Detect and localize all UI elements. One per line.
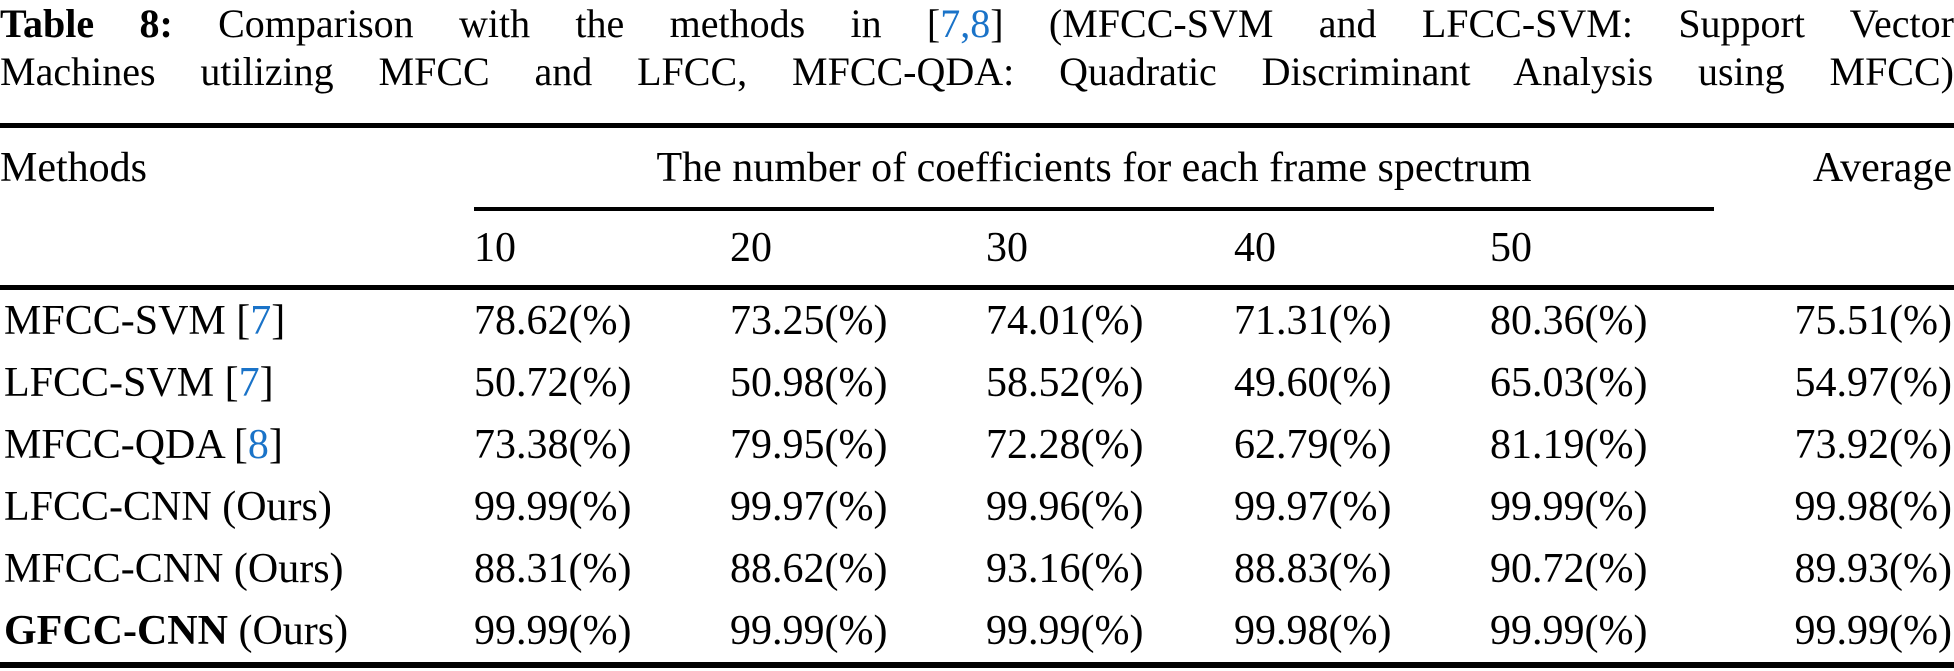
method-ours-label: (Ours) — [227, 608, 349, 654]
value-cell-50: 65.03(%) — [1490, 360, 1648, 406]
value-cell-10: 99.99(%) — [474, 608, 632, 654]
value-cell-40: 49.60(%) — [1234, 360, 1392, 406]
method-cell: MFCC-CNN (Ours) — [0, 545, 474, 593]
method-cell: MFCC-SVM [7] — [0, 297, 474, 345]
table-row: LFCC-CNN (Ours) 99.99(%) 99.97(%) 99.96(… — [0, 476, 1954, 538]
method-reference: [8] — [223, 422, 283, 468]
subheader-10: 10 — [474, 225, 516, 271]
caption-table-label: Table 8: — [0, 1, 173, 46]
table-row: MFCC-CNN (Ours) 88.31(%) 88.62(%) 93.16(… — [0, 538, 1954, 600]
value-cell-30: 99.99(%) — [986, 608, 1144, 654]
value-cell-50: 80.36(%) — [1490, 298, 1648, 344]
average-cell: 75.51(%) — [1794, 298, 1952, 344]
method-ours-label: (Ours) — [223, 546, 344, 592]
table-top-rule — [0, 123, 1954, 128]
average-cell: 89.93(%) — [1794, 546, 1952, 592]
method-cell: MFCC-QDA [8] — [0, 421, 474, 469]
method-cell: LFCC-SVM [7] — [0, 359, 474, 407]
value-cell-50: 99.99(%) — [1490, 608, 1648, 654]
table-subheader-row: 10 20 30 40 50 — [0, 211, 1954, 285]
subheader-20: 20 — [730, 225, 772, 271]
value-cell-20: 79.95(%) — [730, 422, 888, 468]
value-cell-30: 58.52(%) — [986, 360, 1144, 406]
method-cell: GFCC-CNN (Ours) — [0, 607, 474, 655]
coefficients-underline-rule — [474, 207, 1714, 211]
value-cell-20: 50.98(%) — [730, 360, 888, 406]
method-name: MFCC-CNN — [4, 546, 224, 592]
caption-text-post: ] (MFCC-SVM and LFCC-SVM: Support Vector — [990, 1, 1954, 46]
caption-line-1: Table 8: Comparison with the methods in … — [0, 0, 1954, 48]
table-row: GFCC-CNN (Ours) 99.99(%) 99.99(%) 99.99(… — [0, 600, 1954, 662]
value-cell-30: 74.01(%) — [986, 298, 1144, 344]
method-name: MFCC-QDA — [4, 422, 224, 468]
method-reference: [7] — [225, 298, 286, 344]
value-cell-40: 88.83(%) — [1234, 546, 1392, 592]
reference-link[interactable]: 7 — [238, 360, 260, 406]
value-cell-40: 71.31(%) — [1234, 298, 1392, 344]
value-cell-40: 99.97(%) — [1234, 484, 1392, 530]
value-cell-50: 99.99(%) — [1490, 484, 1648, 530]
header-body-rule — [0, 285, 1954, 290]
reference-link[interactable]: 8 — [247, 422, 269, 468]
value-cell-10: 50.72(%) — [474, 360, 632, 406]
caption-reference-link[interactable]: 7,8 — [940, 1, 991, 46]
value-cell-10: 88.31(%) — [474, 546, 632, 592]
table-bottom-rule — [0, 662, 1954, 668]
method-name: LFCC-CNN — [4, 484, 212, 530]
value-cell-20: 73.25(%) — [730, 298, 888, 344]
method-name: LFCC-SVM — [4, 360, 215, 406]
table-caption: Table 8: Comparison with the methods in … — [0, 0, 1954, 96]
value-cell-30: 99.96(%) — [986, 484, 1144, 530]
value-cell-20: 99.97(%) — [730, 484, 888, 530]
comparison-table: Methods The number of coefficients for e… — [0, 123, 1954, 668]
table-row: MFCC-QDA [8] 73.38(%) 79.95(%) 72.28(%) … — [0, 414, 1954, 476]
value-cell-30: 72.28(%) — [986, 422, 1144, 468]
caption-text-pre: Comparison with the methods in [ — [172, 1, 941, 46]
table-body: MFCC-SVM [7] 78.62(%) 73.25(%) 74.01(%) … — [0, 290, 1954, 662]
subheader-50: 50 — [1490, 225, 1532, 271]
value-cell-40: 99.98(%) — [1234, 608, 1392, 654]
value-cell-10: 73.38(%) — [474, 422, 632, 468]
method-name: GFCC-CNN — [4, 608, 228, 654]
value-cell-50: 81.19(%) — [1490, 422, 1648, 468]
table-header-row: Methods The number of coefficients for e… — [0, 128, 1954, 207]
subheader-40: 40 — [1234, 225, 1276, 271]
column-header-average: Average — [1812, 144, 1952, 191]
subheader-30: 30 — [986, 225, 1028, 271]
column-header-methods: Methods — [0, 144, 147, 191]
value-cell-20: 99.99(%) — [730, 608, 888, 654]
average-cell: 99.98(%) — [1794, 484, 1952, 530]
value-cell-50: 90.72(%) — [1490, 546, 1648, 592]
table-row: LFCC-SVM [7] 50.72(%) 50.98(%) 58.52(%) … — [0, 352, 1954, 414]
method-reference: [7] — [214, 360, 274, 406]
reference-link[interactable]: 7 — [250, 298, 272, 344]
average-cell: 99.99(%) — [1794, 608, 1952, 654]
value-cell-30: 93.16(%) — [986, 546, 1144, 592]
method-ours-label: (Ours) — [211, 484, 332, 530]
table-row: MFCC-SVM [7] 78.62(%) 73.25(%) 74.01(%) … — [0, 290, 1954, 352]
method-cell: LFCC-CNN (Ours) — [0, 483, 474, 531]
caption-line-2: Machines utilizing MFCC and LFCC, MFCC-Q… — [0, 49, 1954, 94]
value-cell-20: 88.62(%) — [730, 546, 888, 592]
average-cell: 73.92(%) — [1794, 422, 1952, 468]
average-cell: 54.97(%) — [1794, 360, 1952, 406]
value-cell-10: 99.99(%) — [474, 484, 632, 530]
value-cell-40: 62.79(%) — [1234, 422, 1392, 468]
value-cell-10: 78.62(%) — [474, 298, 632, 344]
method-name: MFCC-SVM — [4, 298, 226, 344]
column-header-coefficients: The number of coefficients for each fram… — [656, 144, 1532, 191]
